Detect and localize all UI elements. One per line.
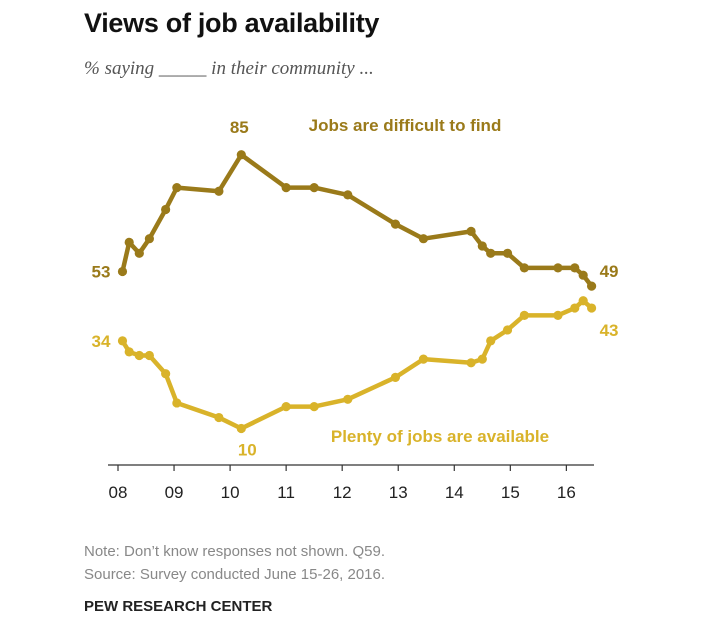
- series-label-plenty: Plenty of jobs are available: [331, 427, 549, 446]
- x-tick-label: 16: [557, 483, 576, 502]
- data-point: [309, 402, 319, 412]
- data-point: [214, 412, 224, 423]
- x-tick-label: 12: [333, 483, 352, 502]
- data-point: [117, 336, 128, 346]
- data-point: [161, 204, 171, 215]
- data-point: [172, 183, 182, 193]
- data-point: [502, 248, 513, 258]
- series-line-plenty: [120, 298, 594, 431]
- data-point: [343, 190, 353, 200]
- data-point: [134, 248, 144, 258]
- x-tick-label: 14: [445, 483, 464, 502]
- data-point: [390, 219, 401, 229]
- peak-value-label: 85: [230, 118, 249, 137]
- data-point: [124, 237, 134, 247]
- x-axis: 08 09 10 11 12 13 14 15 16: [108, 464, 594, 502]
- x-tick-label: 15: [501, 483, 520, 502]
- data-point: [309, 183, 319, 193]
- x-tick-label: 10: [221, 483, 240, 502]
- data-point: [144, 350, 154, 361]
- data-point: [477, 354, 487, 364]
- data-point: [144, 234, 154, 244]
- data-labels: 53 49 85 Jobs are difficult to find 34 43 10 Pl…: [92, 116, 619, 460]
- trough-value-label: 10: [238, 441, 257, 460]
- series-line-difficult: [120, 152, 594, 289]
- data-point: [281, 402, 291, 412]
- x-tick-label: 08: [109, 483, 128, 502]
- series-layer: [117, 150, 597, 434]
- chart-note: Note: Don’t know responses not shown. Q5…: [84, 543, 385, 560]
- data-point: [418, 234, 429, 244]
- data-point: [161, 369, 171, 379]
- chart-title: Views of job availability: [84, 8, 380, 38]
- data-point: [519, 263, 529, 273]
- data-point: [418, 354, 429, 364]
- data-point: [578, 296, 588, 306]
- data-point: [519, 310, 529, 320]
- data-point: [553, 263, 563, 273]
- data-point: [124, 347, 134, 357]
- data-point: [486, 248, 496, 258]
- data-point: [586, 303, 597, 313]
- start-value-label: 34: [92, 332, 111, 351]
- data-point: [466, 226, 476, 236]
- data-point: [390, 372, 401, 382]
- x-tick-label: 09: [165, 483, 184, 502]
- series-label-difficult: Jobs are difficult to find: [309, 116, 502, 135]
- data-point: [570, 263, 580, 273]
- chart-source: Source: Survey conducted June 15-26, 201…: [84, 566, 386, 583]
- line-chart: 08 09 10 11 12 13 14 15 16 53 49 85 Jobs are diffic…: [92, 116, 619, 502]
- data-point: [578, 270, 588, 280]
- data-point: [281, 183, 291, 193]
- data-point: [214, 186, 224, 196]
- chart-subtitle: % saying _____ in their community ...: [84, 58, 374, 79]
- data-point: [553, 310, 563, 320]
- x-tick-label: 13: [389, 483, 408, 502]
- data-point: [236, 150, 246, 160]
- data-point: [236, 423, 246, 434]
- data-point: [477, 241, 487, 251]
- data-point: [502, 325, 513, 335]
- data-point: [466, 358, 476, 368]
- source-organization: PEW RESEARCH CENTER: [84, 598, 273, 615]
- data-point: [343, 394, 353, 404]
- data-point: [117, 266, 128, 277]
- data-point: [486, 336, 496, 346]
- data-point: [172, 398, 182, 408]
- start-value-label: 53: [92, 263, 111, 282]
- data-point: [586, 281, 597, 291]
- data-point: [570, 303, 580, 313]
- end-value-label: 43: [600, 321, 619, 340]
- end-value-label: 49: [600, 262, 619, 281]
- x-tick-label: 11: [277, 483, 295, 502]
- data-point: [134, 350, 144, 361]
